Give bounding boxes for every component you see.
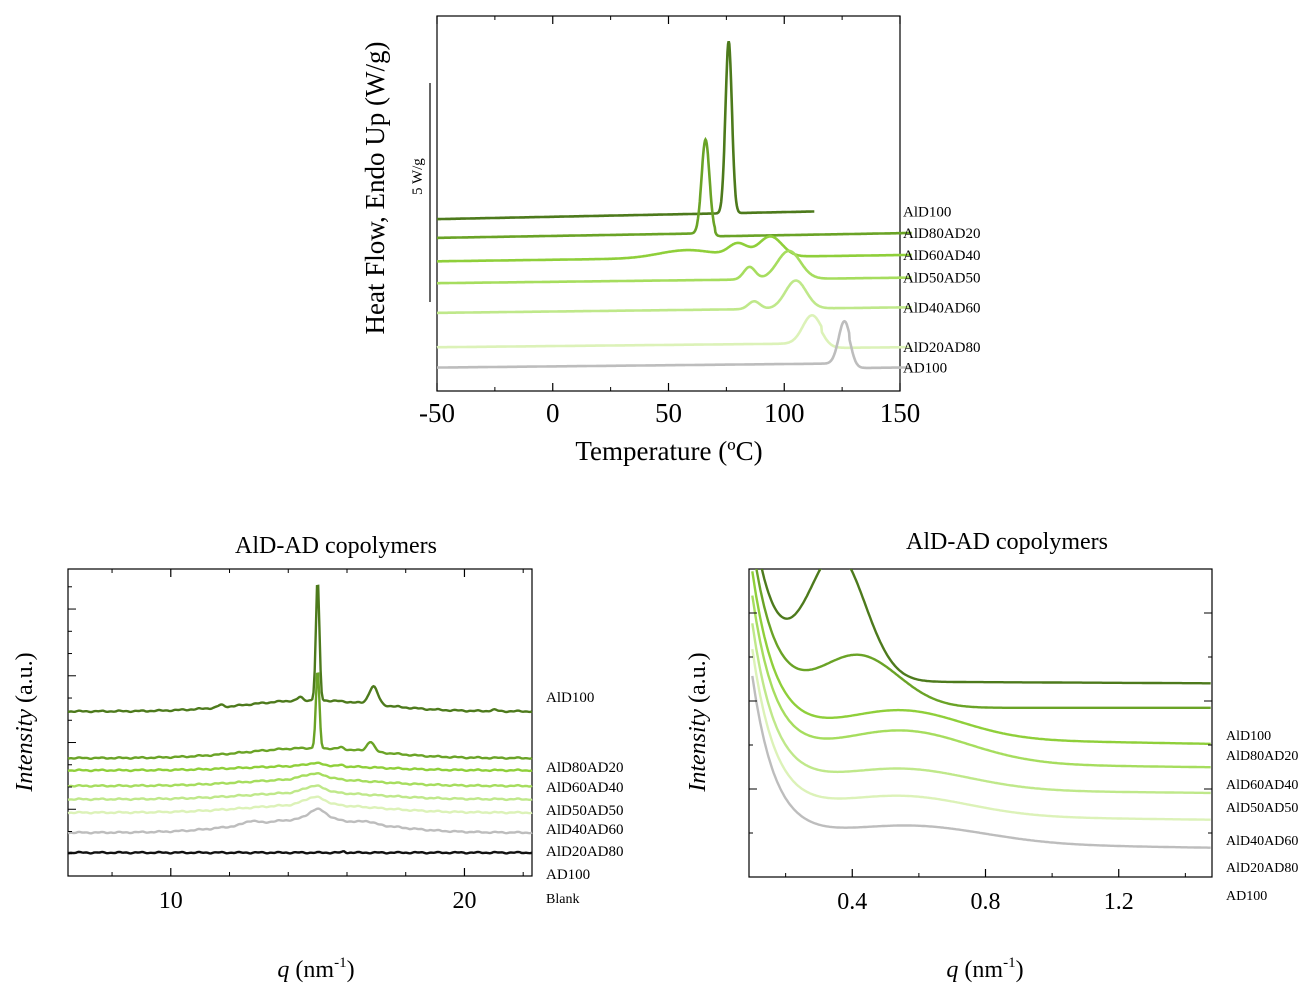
saxs-label-AD100: AD100: [1226, 889, 1267, 904]
waxs-curve-AlD50AD50: [67, 771, 533, 788]
saxs-label-AlD20AD80: AlD20AD80: [1226, 861, 1298, 876]
waxs-curve-AlD80AD20: [67, 672, 533, 760]
saxs-x-tick-label: 0.4: [837, 889, 867, 915]
waxs-y-axis-label: Intensity (a.u.): [12, 652, 38, 792]
dsc-x-tick-label: 100: [764, 398, 805, 428]
saxs-label-AlD60AD40: AlD60AD40: [1226, 778, 1298, 793]
saxs-x-tick-label: 0.8: [970, 889, 1000, 915]
dsc-curve-AlD40AD60: [437, 279, 912, 315]
dsc-curve-AlD50AD50: [437, 249, 912, 285]
saxs-title: AlD-AD copolymers: [906, 529, 1108, 555]
saxs-ticks: 0.4 0.8 1.2: [749, 612, 1212, 915]
waxs-plot-frame: [67, 568, 533, 877]
saxs-label-AlD50AD50: AlD50AD50: [1226, 801, 1298, 816]
saxs-curves: [751, 569, 1211, 849]
waxs-curve-AD100: [67, 807, 533, 835]
saxs-curve-AlD40AD60: [751, 623, 1211, 795]
dsc-curve-AlD80AD20: [437, 136, 912, 240]
saxs-curve-AlD50AD50: [751, 595, 1211, 769]
dsc-panel: -50 0 50 100 150 AlD100AlD80AD20AlD60AD40AlD…: [360, 15, 981, 466]
dsc-curve-AlD60AD40: [437, 235, 912, 263]
dsc-ticks: -50 0 50 100 150: [419, 16, 920, 428]
dsc-label-AlD40AD60: AlD40AD60: [903, 300, 981, 316]
waxs-label-Blank: Blank: [546, 892, 579, 907]
saxs-label-AlD100: AlD100: [1226, 729, 1271, 744]
waxs-label-AlD40AD60: AlD40AD60: [546, 822, 624, 838]
waxs-curve-AlD40AD60: [67, 784, 533, 802]
saxs-series-labels: AlD100 AlD80AD20 AlD60AD40 AlD50AD50 AlD40AD…: [1226, 729, 1298, 904]
waxs-label-AlD50AD50: AlD50AD50: [546, 803, 624, 819]
dsc-label-AlD20AD80: AlD20AD80: [903, 340, 981, 356]
saxs-x-tick-label: 1.2: [1104, 889, 1134, 915]
waxs-x-tick-label: 10: [159, 888, 183, 914]
dsc-label-AlD100: AlD100: [903, 204, 951, 220]
waxs-ticks: 10 20: [68, 569, 524, 914]
waxs-x-axis-label: q (nm-1): [277, 955, 354, 983]
saxs-curve-AD100: [751, 675, 1211, 849]
waxs-curves: [67, 584, 533, 855]
dsc-curves: [436, 41, 912, 370]
waxs-label-AlD80AD20: AlD80AD20: [546, 760, 624, 776]
saxs-curve-AlD60AD40: [751, 571, 1211, 746]
dsc-x-tick-label: 150: [880, 398, 921, 428]
waxs-curve-AlD60AD40: [67, 761, 533, 773]
waxs-title: AlD-AD copolymers: [235, 533, 437, 559]
dsc-scale-bar-label: 5 W/g: [410, 158, 426, 195]
dsc-curve-AlD100: [437, 41, 815, 221]
waxs-label-AD100: AD100: [546, 867, 590, 883]
dsc-x-tick-label: 50: [655, 398, 682, 428]
saxs-label-AlD80AD20: AlD80AD20: [1226, 749, 1298, 764]
dsc-x-tick-label: 0: [546, 398, 560, 428]
saxs-curve-AlD100: [760, 569, 1211, 685]
waxs-label-AlD60AD40: AlD60AD40: [546, 780, 624, 796]
waxs-label-AlD100: AlD100: [546, 690, 594, 706]
saxs-label-AlD40AD60: AlD40AD60: [1226, 834, 1298, 849]
dsc-x-tick-label: -50: [419, 398, 455, 428]
dsc-label-AD100: AD100: [903, 360, 947, 376]
waxs-curve-Blank: [67, 850, 533, 855]
dsc-y-axis-label: Heat Flow, Endo Up (W/g): [360, 42, 390, 335]
saxs-curve-AlD80AD20: [755, 569, 1211, 709]
saxs-panel: AlD-AD copolymers 0.4 0.8 1.2 AlD100 AlD80A…: [685, 529, 1298, 983]
dsc-x-axis-label: Temperature (ºC): [575, 436, 762, 466]
saxs-curve-AlD20AD80: [751, 648, 1211, 821]
dsc-series-labels: AlD100 AlD80AD20 AlD60AD40 AlD50AD50 AlD40AD…: [903, 204, 981, 376]
waxs-curve-AlD100: [67, 584, 533, 714]
saxs-x-axis-label: q (nm-1): [946, 955, 1023, 983]
waxs-series-labels: AlD100 AlD80AD20 AlD60AD40 AlD50AD50 AlD40AD…: [546, 690, 624, 907]
saxs-plot-frame: [748, 568, 1213, 878]
waxs-x-tick-label: 20: [452, 888, 476, 914]
dsc-label-AlD50AD50: AlD50AD50: [903, 271, 981, 287]
dsc-label-AlD80AD20: AlD80AD20: [903, 226, 981, 242]
dsc-label-AlD60AD40: AlD60AD40: [903, 248, 981, 264]
waxs-label-AlD20AD80: AlD20AD80: [546, 844, 624, 860]
dsc-plot-frame: [436, 15, 901, 392]
saxs-y-axis-label: Intensity (a.u.): [685, 652, 711, 792]
waxs-panel: AlD-AD copolymers 10 20 AlD100AlD80AD20Al…: [12, 533, 624, 983]
dsc-curve-AlD20AD80: [436, 313, 912, 350]
dsc-curve-AD100: [437, 319, 912, 370]
waxs-curve-AlD20AD80: [67, 795, 533, 815]
